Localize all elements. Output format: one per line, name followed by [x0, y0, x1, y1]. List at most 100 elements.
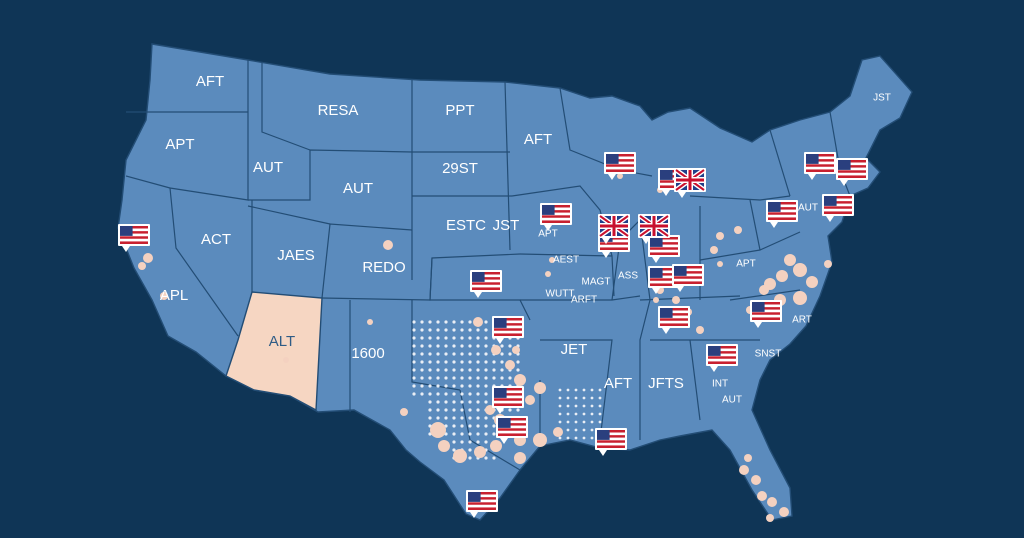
grid-dot	[428, 408, 432, 412]
grid-dot	[500, 344, 504, 348]
grid-dot	[508, 408, 512, 412]
grid-dot	[436, 336, 440, 340]
grid-dot	[452, 368, 456, 372]
grid-dot	[516, 408, 520, 412]
grid-dot	[460, 408, 464, 412]
grid-dot	[428, 384, 432, 388]
grid-dot	[460, 328, 464, 332]
label-mt: RESA	[318, 102, 359, 119]
us-flag-icon	[648, 235, 680, 263]
marker-dot	[672, 296, 680, 304]
us-flag-icon	[672, 264, 704, 292]
label-sd: 29ST	[442, 160, 478, 177]
grid-dot	[476, 328, 480, 332]
us-flag-icon	[766, 200, 798, 228]
grid-dot	[452, 424, 456, 428]
grid-dot	[444, 376, 448, 380]
grid-dot	[484, 352, 488, 356]
grid-dot	[460, 352, 464, 356]
marker-dot	[473, 317, 483, 327]
grid-dot	[412, 360, 416, 364]
grid-dot	[468, 400, 472, 404]
grid-dot	[428, 320, 432, 324]
grid-dot	[420, 384, 424, 388]
marker-dot	[430, 422, 446, 438]
marker-dot	[383, 240, 393, 250]
uk-flag-icon	[638, 213, 670, 244]
grid-dot	[516, 360, 520, 364]
grid-dot	[412, 368, 416, 372]
grid-dot	[484, 320, 488, 324]
grid-dot	[412, 352, 416, 356]
marker-dot	[549, 257, 555, 263]
marker-dot	[710, 246, 718, 254]
grid-dot	[476, 336, 480, 340]
grid-dot	[582, 420, 586, 424]
grid-dot	[420, 368, 424, 372]
grid-dot	[468, 384, 472, 388]
us-flag-icon	[466, 490, 498, 518]
label-ga: INT	[712, 379, 728, 390]
grid-dot	[508, 344, 512, 348]
grid-dot	[452, 440, 456, 444]
grid-dot	[452, 448, 456, 452]
grid-dot	[500, 360, 504, 364]
us-flag-icon	[706, 344, 738, 372]
label-wy: AUT	[343, 180, 373, 197]
grid-dot	[492, 368, 496, 372]
grid-dot	[590, 396, 594, 400]
grid-dot	[468, 392, 472, 396]
marker-dot	[512, 346, 520, 354]
marker-dot	[533, 433, 547, 447]
grid-dot	[460, 440, 464, 444]
grid-dot	[582, 436, 586, 440]
grid-dot	[428, 328, 432, 332]
grid-dot	[428, 336, 432, 340]
label-me: JST	[873, 93, 891, 104]
grid-dot	[452, 352, 456, 356]
grid-dot	[468, 440, 472, 444]
marker-dot	[438, 440, 450, 452]
grid-dot	[508, 352, 512, 356]
grid-dot	[428, 352, 432, 356]
grid-dot	[476, 360, 480, 364]
marker-dot	[696, 326, 704, 334]
label-wa: AFT	[196, 73, 224, 90]
grid-dot	[428, 416, 432, 420]
us-flag-icon	[595, 428, 627, 456]
grid-dot	[468, 320, 472, 324]
marker-dot	[553, 427, 563, 437]
label-mn: AFT	[524, 131, 552, 148]
grid-dot	[460, 376, 464, 380]
marker-dot	[734, 226, 742, 234]
grid-dot	[412, 384, 416, 388]
grid-dot	[590, 420, 594, 424]
marker-dot	[453, 449, 467, 463]
grid-dot	[452, 376, 456, 380]
grid-dot	[428, 400, 432, 404]
grid-dot	[436, 408, 440, 412]
grid-dot	[566, 420, 570, 424]
grid-dot	[566, 428, 570, 432]
grid-dot	[558, 436, 562, 440]
us-flag-icon	[118, 224, 150, 252]
grid-dot	[420, 352, 424, 356]
marker-dot	[490, 440, 502, 452]
label-il2: MAGT	[582, 277, 611, 288]
label-pa: AUT	[798, 203, 818, 214]
marker-dot	[534, 382, 546, 394]
grid-dot	[590, 436, 594, 440]
grid-dot	[590, 428, 594, 432]
grid-dot	[452, 360, 456, 364]
grid-dot	[428, 360, 432, 364]
grid-dot	[460, 368, 464, 372]
marker-dot	[143, 253, 153, 263]
grid-dot	[460, 344, 464, 348]
grid-dot	[412, 336, 416, 340]
label-ca: APL	[160, 287, 188, 304]
label-nd: PPT	[445, 102, 474, 119]
grid-dot	[558, 396, 562, 400]
grid-dot	[420, 320, 424, 324]
grid-dot	[468, 408, 472, 412]
